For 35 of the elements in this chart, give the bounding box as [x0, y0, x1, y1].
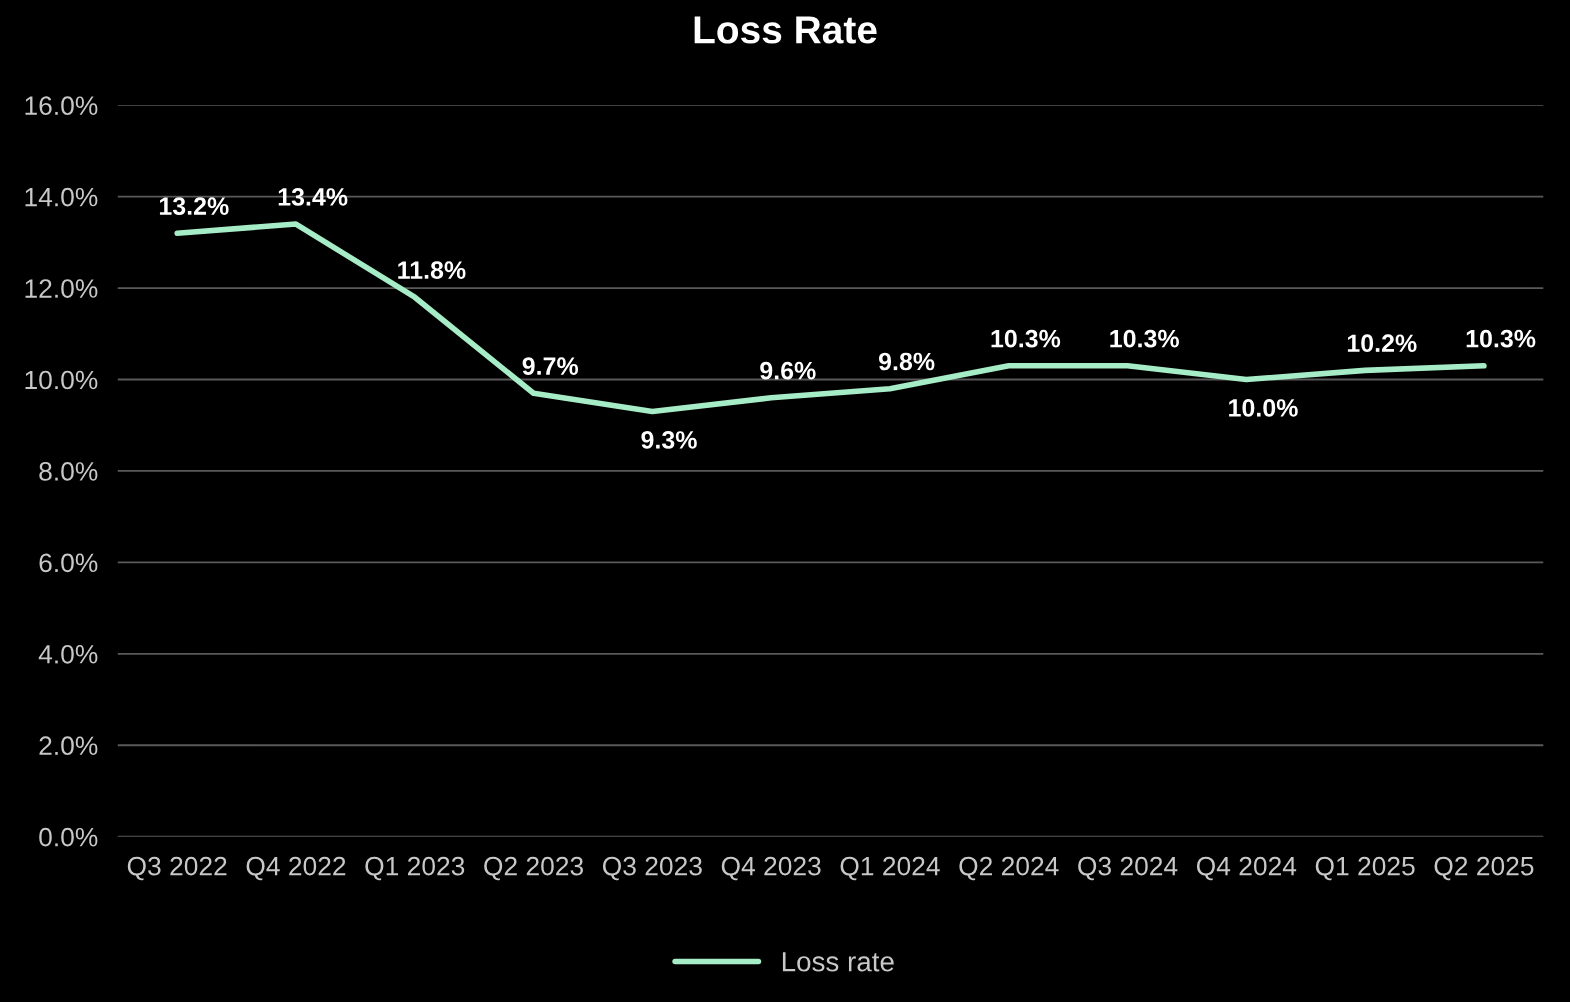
y-tick-label: 6.0% [39, 553, 98, 573]
legend-label: Loss rate [782, 952, 894, 972]
data-label: 13.2% [159, 197, 229, 215]
x-tick-label: Q4 2024 [1196, 856, 1297, 881]
y-tick-label: 8.0% [39, 462, 98, 481]
data-label: 9.3% [641, 431, 697, 449]
data-label: 10.3% [1110, 329, 1179, 348]
data-label: 9.8% [878, 352, 935, 371]
data-label: 10.0% [1229, 399, 1298, 417]
x-tick-label: Q3 2022 [127, 856, 227, 881]
x-tick-label: Q4 2022 [246, 856, 346, 881]
data-label: 10.3% [1466, 329, 1536, 348]
chart-title: Loss Rate [694, 16, 877, 44]
y-tick-label: 12.0% [25, 279, 98, 298]
data-label: 11.8% [398, 261, 466, 279]
y-tick-label: 14.0% [25, 187, 98, 207]
data-label: 10.2% [1347, 334, 1417, 353]
data-label: 13.4% [278, 188, 348, 206]
x-tick-label: Q1 2024 [840, 856, 940, 881]
y-tick-label: 10.0% [25, 370, 98, 390]
x-tick-label: Q2 2024 [959, 856, 1059, 881]
y-tick-label: 4.0% [38, 644, 98, 664]
x-tick-label: Q1 2023 [365, 856, 465, 881]
x-tick-label: Q4 2023 [721, 856, 821, 881]
y-tick-label: 16.0% [25, 96, 98, 116]
x-tick-label: Q2 2023 [484, 856, 583, 881]
x-tick-label: Q3 2024 [1078, 856, 1178, 881]
data-label: 9.7% [522, 357, 579, 375]
y-tick-label: 2.0% [39, 736, 98, 756]
y-tick-label: 0.0% [39, 827, 98, 847]
x-tick-label: Q1 2025 [1315, 856, 1415, 881]
x-tick-label: Q2 2025 [1434, 856, 1534, 881]
data-label: 10.3% [991, 329, 1061, 348]
data-label: 9.6% [760, 361, 816, 380]
x-tick-label: Q3 2023 [602, 856, 702, 881]
